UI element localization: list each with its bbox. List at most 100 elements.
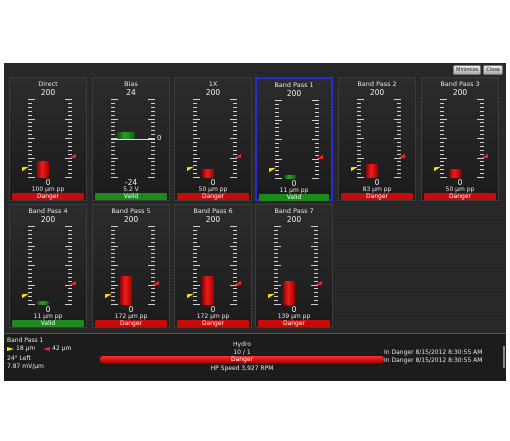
danger-setpoint-icon xyxy=(234,280,241,288)
scale-tick xyxy=(357,126,361,128)
scale-tick xyxy=(151,237,155,239)
channel-panel[interactable]: Band Pass 6 200 0 172 µm pp Danger xyxy=(174,204,252,328)
scale-tick xyxy=(68,161,72,163)
channel-panel[interactable]: Bias 24 0 -24 5.2 V Valid xyxy=(92,77,170,201)
scale-tick xyxy=(151,257,155,259)
scale-tick xyxy=(440,138,447,139)
scale-tick xyxy=(477,99,484,100)
scale-tick xyxy=(314,288,318,290)
minimize-button[interactable]: Minimize xyxy=(453,65,482,75)
scale-tick xyxy=(111,134,115,136)
scale-tick xyxy=(357,102,361,104)
scale-tick xyxy=(312,139,319,140)
scale-tick xyxy=(111,272,115,274)
scale-tick xyxy=(193,157,200,159)
scale-tick xyxy=(274,257,278,259)
scale-tick xyxy=(314,253,318,255)
scale-max: 200 xyxy=(40,215,56,224)
channel-panel[interactable]: Band Pass 5 200 0 172 µm pp Danger xyxy=(92,204,170,328)
scale-tick xyxy=(151,134,155,136)
scale-tick xyxy=(28,268,32,270)
scale-tick xyxy=(65,138,72,139)
gauge-scale xyxy=(111,99,155,178)
channel-panel[interactable]: Band Pass 4 200 0 11 µm pp Valid xyxy=(9,204,87,328)
scale-tick xyxy=(28,272,32,274)
scale-tick xyxy=(274,237,278,239)
zero-line xyxy=(111,138,155,140)
danger-setpoint-icon xyxy=(234,153,241,161)
channel-panel[interactable]: Band Pass 7 200 0 139 µm pp Danger xyxy=(255,204,333,328)
scale-tick xyxy=(68,276,72,278)
channel-panel[interactable]: Band Pass 2 200 0 83 µm pp Danger xyxy=(338,77,416,201)
scale-tick xyxy=(233,249,237,251)
scale-tick xyxy=(397,169,401,171)
scale-max: 200 xyxy=(205,88,221,97)
scale-tick xyxy=(274,249,278,251)
scale-min: 0 xyxy=(457,178,463,187)
scale-tick xyxy=(397,126,401,128)
scale-tick xyxy=(28,296,32,298)
scale-tick xyxy=(111,276,115,278)
scale-min: 0 xyxy=(210,305,216,314)
scale-tick xyxy=(151,229,155,231)
gauge-track xyxy=(37,99,49,178)
scale-tick xyxy=(111,233,115,235)
scale-tick xyxy=(480,122,484,124)
channel-panel[interactable]: Band Pass 1 200 0 11 µm pp Valid xyxy=(255,77,333,201)
scale-tick xyxy=(357,141,361,143)
scale-min: 0 xyxy=(45,178,51,187)
scale-tick xyxy=(315,103,319,105)
scale-tick xyxy=(28,304,35,305)
scale-tick xyxy=(314,272,318,274)
scale-tick xyxy=(311,265,318,266)
scale-tick xyxy=(111,296,115,298)
scale-tick xyxy=(357,169,361,171)
scale-tick xyxy=(394,177,401,178)
channel-panel[interactable]: Band Pass 3 200 0 50 µm pp Danger xyxy=(421,77,499,201)
scale-tick xyxy=(233,110,237,112)
scale-tick xyxy=(193,288,197,290)
scale-tick xyxy=(233,276,237,278)
scale-tick xyxy=(397,122,401,124)
gauge-track xyxy=(202,99,214,178)
danger-setpoint-icon xyxy=(69,280,76,288)
scale-tick xyxy=(65,226,72,227)
scale-tick xyxy=(193,153,197,155)
scale-min: 0 xyxy=(45,305,51,314)
channel-panel[interactable]: 1X 200 0 50 µm pp Danger xyxy=(174,77,252,201)
scale-tick xyxy=(68,257,72,259)
scale-tick xyxy=(193,268,197,270)
scale-tick xyxy=(274,265,281,266)
scale-tick xyxy=(111,106,115,108)
scale-tick xyxy=(233,122,237,124)
scale-tick xyxy=(193,272,197,274)
panel-title: Band Pass 6 xyxy=(193,207,233,215)
scale-tick xyxy=(111,245,118,247)
scale-tick xyxy=(357,161,361,163)
scale-tick xyxy=(397,141,401,143)
close-button[interactable]: Close xyxy=(483,65,503,75)
scale-tick xyxy=(151,253,155,255)
panel-title: Band Pass 7 xyxy=(274,207,314,215)
scale-tick xyxy=(65,245,72,247)
scale-tick xyxy=(477,138,484,139)
scale-tick xyxy=(230,138,237,139)
panel-title: Band Pass 4 xyxy=(28,207,68,215)
scale-tick xyxy=(111,265,118,266)
scale-tick xyxy=(68,300,72,302)
scale-tick xyxy=(111,280,115,282)
scale-tick xyxy=(230,118,237,120)
scale-tick xyxy=(480,110,484,112)
channel-panel[interactable]: Direct 200 0 100 µm pp Danger xyxy=(9,77,87,201)
scale-tick xyxy=(193,161,197,163)
panel-value: 5.2 V xyxy=(123,186,139,193)
scale-tick xyxy=(151,110,155,112)
scale-tick xyxy=(151,296,155,298)
event-log-scrollbar[interactable] xyxy=(503,346,505,368)
scale-tick xyxy=(315,123,319,125)
scale-tick xyxy=(314,237,318,239)
footer-status-bar: Danger xyxy=(100,356,384,363)
footer-sensitivity: 7.87 mV/µm xyxy=(7,363,44,370)
scale-tick xyxy=(193,257,197,259)
gauge-scale xyxy=(111,226,155,305)
